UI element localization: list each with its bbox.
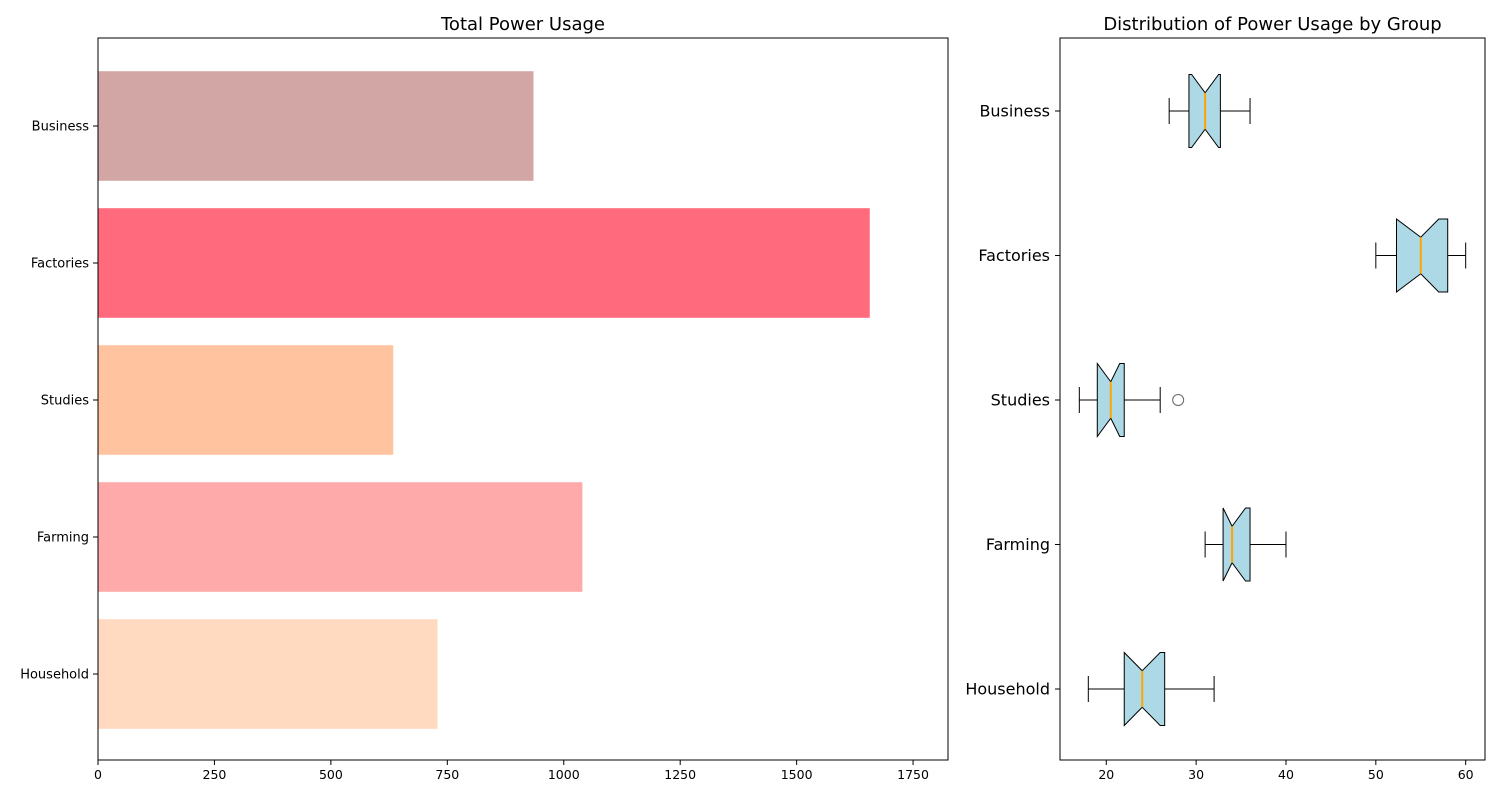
ytick-label: Factories <box>31 257 89 272</box>
box-factories <box>1395 217 1449 294</box>
bar-studies <box>98 345 394 455</box>
xtick-label: 0 <box>94 767 102 782</box>
bar-farming <box>98 482 583 592</box>
ytick-label: Household <box>20 668 89 683</box>
ytick-label: Farming <box>37 531 89 546</box>
ytick-label: Household <box>965 680 1050 699</box>
bar-factories <box>98 208 870 318</box>
xtick-label: 1250 <box>664 767 696 782</box>
boxplot-plot-area: Household Farming Studies Factories Business… <box>965 74 1474 782</box>
outlier-point <box>1172 394 1185 406</box>
ytick-label: Factories <box>978 246 1050 265</box>
xtick-label: 1750 <box>897 767 929 782</box>
ytick-label: Studies <box>41 394 89 409</box>
xtick-label: 50 <box>1368 767 1384 782</box>
xtick-label: 1000 <box>548 767 580 782</box>
xtick-label: 40 <box>1278 767 1294 782</box>
bar-chart-frame <box>97 37 949 761</box>
xtick-label: 250 <box>203 767 227 782</box>
ytick-label: Business <box>32 120 90 135</box>
ytick-label: Farming <box>986 535 1050 554</box>
bar-household <box>98 619 438 729</box>
xtick-label: 750 <box>435 767 459 782</box>
boxplot-title: Distribution of Power Usage by Group <box>1103 14 1441 35</box>
xtick-label: 500 <box>319 767 343 782</box>
bar-chart-title: Total Power Usage <box>440 14 605 35</box>
xtick-label: 1500 <box>781 767 813 782</box>
ytick-label: Studies <box>991 391 1050 410</box>
box-household <box>1123 651 1166 727</box>
bar-chart-plot-area: Household Farming Studies Factories Business… <box>20 71 929 782</box>
bar-business <box>98 71 534 181</box>
xtick-label: 60 <box>1458 767 1474 782</box>
ytick-label: Business <box>979 102 1050 121</box>
boxplot-frame <box>1059 37 1486 761</box>
xtick-label: 20 <box>1098 767 1114 782</box>
box-farming <box>1222 507 1251 582</box>
xtick-label: 30 <box>1188 767 1204 782</box>
